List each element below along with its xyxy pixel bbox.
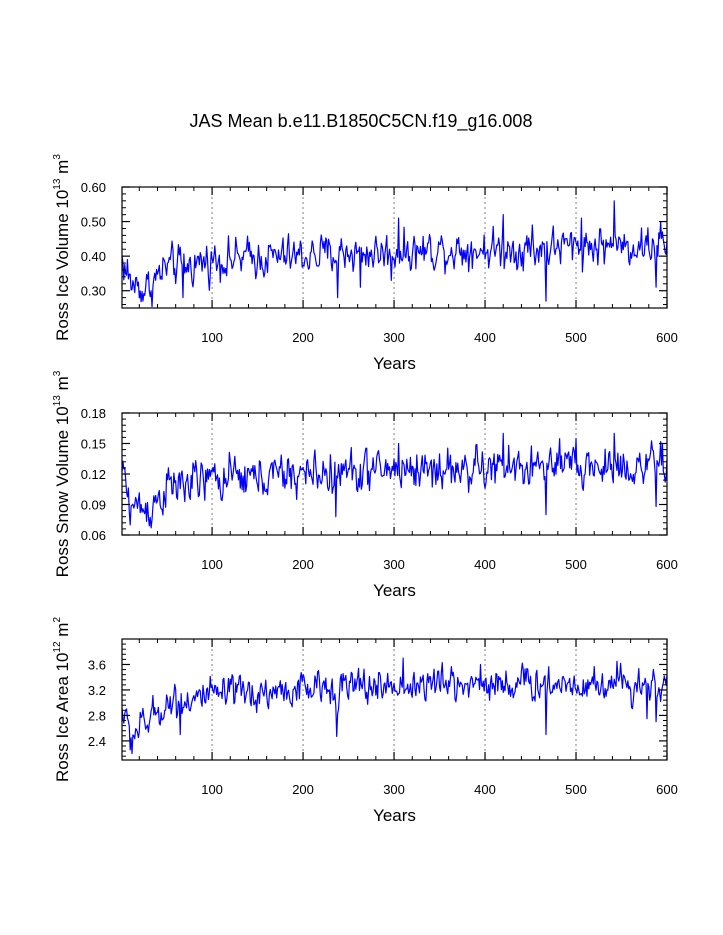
- x-tick-label: 100: [201, 782, 223, 797]
- y-tick-label: 2.8: [88, 708, 106, 723]
- ross-ice-volume-panel: 100 200 300 400 500 600 0.30 0.40 0.50 0.60 Years R…: [52, 154, 678, 373]
- y-axis-title-unit: m: [53, 376, 72, 395]
- y-tick-label: 0.60: [81, 180, 106, 195]
- y-tick-label: 0.40: [81, 249, 106, 264]
- x-tick-label: 400: [474, 330, 496, 345]
- x-tick-label: 500: [565, 557, 587, 572]
- ross-ice-area-series-line: [121, 657, 668, 755]
- panels: 100 200 300 400 500 600 0.30 0.40 0.50 0.60 Years R…: [52, 154, 678, 825]
- y-axis-title: Ross Snow Volume 1013 m3: [52, 370, 72, 577]
- x-axis-title: Years: [373, 806, 416, 825]
- x-tick-label: 200: [292, 557, 314, 572]
- y-axis-title-exp: 13: [52, 178, 63, 190]
- x-tick-label: 400: [474, 782, 496, 797]
- y-tick-label: 0.15: [81, 437, 106, 452]
- chart-title: JAS Mean b.e11.B1850C5CN.f19_g16.008: [190, 111, 533, 132]
- y-tick-label: 0.06: [81, 528, 106, 543]
- y-tick-label: 2.4: [88, 734, 106, 749]
- x-tick-label: 500: [565, 330, 587, 345]
- x-tick-label: 300: [383, 782, 405, 797]
- y-tick-label: 0.09: [81, 498, 106, 513]
- y-axis-title-unit: m: [53, 160, 72, 179]
- x-tick-label: 100: [201, 557, 223, 572]
- y-tick-label: 3.2: [88, 683, 106, 698]
- y-axis-title-exp: 13: [52, 395, 63, 407]
- y-tick-label: 3.6: [88, 657, 106, 672]
- x-axis-title: Years: [373, 354, 416, 373]
- x-tick-label: 600: [656, 557, 678, 572]
- y-axis-title-main: Ross Ice Area 10: [53, 653, 72, 782]
- x-tick-label: 300: [383, 557, 405, 572]
- x-axis-title: Years: [373, 581, 416, 600]
- y-axis-title-unit-exp: 3: [52, 154, 63, 160]
- ross-ice-volume-series-line: [121, 200, 668, 308]
- x-tick-label: 200: [292, 782, 314, 797]
- y-axis-title: Ross Ice Area 1012 m2: [52, 617, 72, 782]
- x-tick-label: 100: [201, 330, 223, 345]
- ross-snow-volume-panel: 100 200 300 400 500 600 0.06 0.09 0.12 0.15 0.18 Ye…: [52, 370, 678, 600]
- x-tick-label: 300: [383, 330, 405, 345]
- y-tick-label: 0.50: [81, 215, 106, 230]
- y-tick-label: 0.12: [81, 467, 106, 482]
- y-axis-title-main: Ross Snow Volume 10: [53, 406, 72, 577]
- y-tick-label: 0.18: [81, 406, 106, 421]
- x-tick-label: 600: [656, 782, 678, 797]
- y-axis-title-unit: m: [53, 623, 72, 642]
- x-tick-label: 500: [565, 782, 587, 797]
- ross-snow-volume-series-line: [121, 432, 668, 529]
- x-tick-label: 400: [474, 557, 496, 572]
- ross-ice-area-panel: 100 200 300 400 500 600 2.4 2.8 3.2 3.6 Years Ross …: [52, 617, 678, 825]
- y-axis-title-exp: 12: [52, 641, 63, 653]
- y-axis-title-unit-exp: 2: [52, 617, 63, 623]
- y-tick-label: 0.30: [81, 284, 106, 299]
- x-tick-label: 200: [292, 330, 314, 345]
- y-axis-title-main: Ross Ice Volume 10: [53, 190, 72, 341]
- x-tick-label: 600: [656, 330, 678, 345]
- y-axis-title: Ross Ice Volume 1013 m3: [52, 154, 72, 341]
- y-axis-title-unit-exp: 3: [52, 370, 63, 376]
